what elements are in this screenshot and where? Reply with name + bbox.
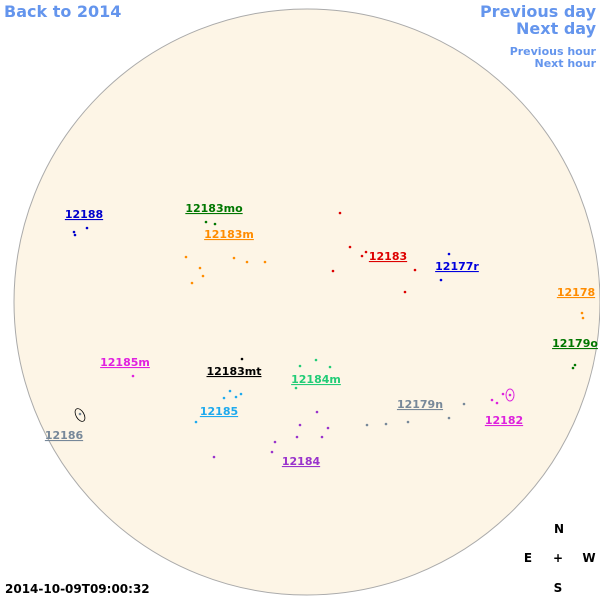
sunspot	[298, 364, 302, 368]
sunspot	[212, 455, 216, 459]
region-label[interactable]: 12177r	[435, 260, 479, 273]
sunspot	[573, 363, 577, 367]
sunspot	[234, 395, 238, 399]
sunspot	[190, 281, 194, 285]
region-label[interactable]: 12184m	[291, 373, 341, 386]
next-hour-link[interactable]: Next hour	[534, 57, 597, 70]
previous-hour-link[interactable]: Previous hour	[509, 45, 596, 58]
sunspot	[406, 420, 410, 424]
sunspot	[348, 245, 352, 249]
sunspot	[295, 435, 299, 439]
sunspot	[360, 254, 364, 258]
sunspot	[365, 423, 369, 427]
compass-south: S	[553, 581, 563, 595]
sunspot	[294, 386, 298, 390]
region-label[interactable]: 12183mo	[185, 202, 243, 215]
sunspot	[580, 311, 584, 315]
sunspot	[298, 423, 302, 427]
sunspot	[73, 233, 77, 237]
sunspot	[320, 435, 324, 439]
sunspot	[462, 402, 466, 406]
sunspot	[508, 393, 512, 397]
region-label[interactable]: 12183m	[204, 228, 254, 241]
sunspot	[228, 389, 232, 393]
solar-disk	[13, 8, 600, 596]
region-label[interactable]: 12186	[45, 429, 84, 442]
sunspot	[131, 374, 135, 378]
sunspot	[581, 316, 585, 320]
sunspot	[505, 388, 515, 402]
region-label[interactable]: 12178	[557, 286, 595, 299]
sunspot	[194, 420, 198, 424]
sunspot	[326, 426, 330, 430]
sunspot	[201, 274, 205, 278]
sunspot	[403, 290, 407, 294]
region-label[interactable]: 12182	[485, 414, 523, 427]
region-label[interactable]: 12188	[65, 208, 103, 221]
sunspot	[232, 256, 236, 260]
sunspot	[501, 392, 505, 396]
sunspot	[490, 398, 494, 402]
region-label[interactable]: 12185	[200, 405, 238, 418]
compass-center: +	[552, 551, 564, 565]
sunspot	[571, 366, 575, 370]
region-label[interactable]: 12185m	[100, 356, 150, 369]
sunspot	[270, 450, 274, 454]
sunspot	[439, 278, 443, 282]
sunspot	[198, 266, 202, 270]
sunspot	[413, 268, 417, 272]
region-label[interactable]: 12179n	[397, 398, 443, 411]
region-label[interactable]: 12184	[282, 455, 321, 468]
sunspot	[447, 252, 451, 256]
region-label[interactable]: 12179o	[552, 337, 598, 350]
compass-west: W	[582, 551, 596, 565]
next-day-link[interactable]: Next day	[516, 19, 596, 38]
sunspot	[338, 211, 342, 215]
sunspot	[222, 396, 226, 400]
sunspot	[74, 408, 86, 422]
region-label[interactable]: 12183mt	[207, 365, 262, 378]
sunspot	[204, 220, 208, 224]
sunspot	[315, 410, 319, 414]
sunspot	[239, 392, 243, 396]
sunspot	[447, 416, 451, 420]
sunspot	[85, 226, 89, 230]
sunspot	[314, 358, 318, 362]
sunspot	[240, 357, 244, 361]
timestamp: 2014-10-09T09:00:32	[5, 582, 150, 596]
sunspot	[273, 440, 277, 444]
sunspot	[331, 269, 335, 273]
compass-north: N	[553, 522, 565, 536]
sunspot	[263, 260, 267, 264]
compass-east: E	[523, 551, 533, 565]
sunspot	[213, 222, 217, 226]
sunspot	[72, 230, 76, 234]
previous-day-link[interactable]: Previous day	[479, 2, 596, 21]
sunspot	[384, 422, 388, 426]
sunspot	[184, 255, 188, 259]
sunspot	[364, 250, 368, 254]
sunspot	[495, 401, 499, 405]
region-label[interactable]: 12183	[369, 250, 407, 263]
sunspot	[245, 260, 249, 264]
sunspot	[328, 365, 332, 369]
sunspot	[78, 412, 82, 416]
back-link[interactable]: Back to 2014	[4, 2, 122, 21]
